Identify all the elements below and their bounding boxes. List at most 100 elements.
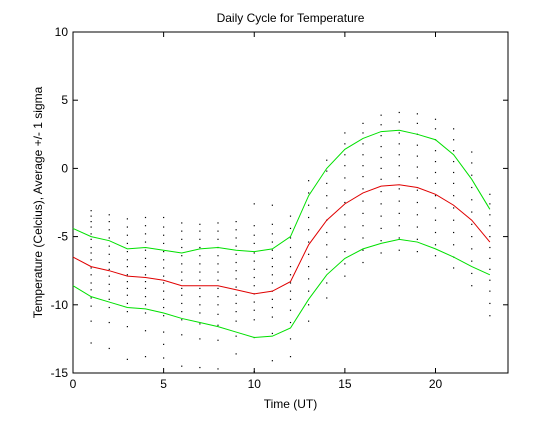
scatter-point [144,296,147,298]
ticks-layer: 0 5 10 15 20 10 5 0 -5 -10 -15 [51,25,508,391]
scatter-point [308,216,310,219]
scatter-point [289,338,292,340]
scatter-point [344,263,346,265]
scatter-point [308,278,310,280]
scatter-point [163,315,165,317]
scatter-point [271,266,273,268]
scatter-point [217,222,219,224]
x-tick-label: 5 [160,377,167,391]
scatter-point [217,324,219,326]
scatter-point [398,212,400,215]
scatter-point [380,252,382,254]
series-line-mean [72,184,491,295]
scatter-point [453,160,455,163]
scatter-point [471,272,473,275]
scatter-point [453,182,455,184]
scatter-point [253,225,255,227]
scatter-point [434,128,437,130]
scatter-layer [90,111,491,373]
scatter-point [344,238,346,240]
scatter-point [108,261,110,264]
scatter-point [344,165,346,167]
scatter-point [308,253,310,255]
scatter-point [344,251,346,253]
scatter-point [199,255,201,257]
scatter-point [181,238,183,240]
scatter-point [271,360,273,362]
scatter-point [181,230,183,232]
scatter-point [471,162,473,164]
scatter-point [271,257,273,260]
scatter-point [453,244,455,246]
scatter-point [253,203,255,205]
scatter-point [108,214,110,216]
scatter-point [326,256,328,258]
scatter-point [108,229,110,231]
scatter-point [271,298,273,300]
scatter-point [416,113,418,115]
scatter-point [126,234,128,236]
scatter-point [163,251,165,253]
scatter-point [308,241,310,243]
scatter-point [163,267,165,269]
scatter-point [489,193,491,195]
scatter-point [108,268,110,270]
scatter-point [326,182,328,184]
scatter-point [235,311,237,313]
scatter-point [380,145,382,148]
scatter-point [434,255,437,257]
scatter-point [489,236,491,238]
scatter-point [108,245,110,247]
scatter-point [126,287,128,290]
scatter-point [181,334,183,336]
scatter-point [90,233,92,235]
scatter-point [453,267,455,269]
scatter-point [199,338,201,340]
scatter-point [163,306,165,309]
scatter-point [90,320,92,322]
scatter-point [90,252,92,254]
scatter-point [489,268,491,270]
scatter-point [489,302,491,305]
scatter-point [144,304,147,306]
scatter-point [362,225,364,227]
chart-title: Daily Cycle for Temperature [217,11,365,25]
scatter-point [235,229,237,231]
scatter-point [181,263,183,265]
scatter-point [163,226,165,228]
scatter-point [126,226,128,228]
scatter-point [126,218,128,220]
scatter-point [362,154,364,156]
scatter-point [380,203,382,205]
scatter-point [181,302,183,305]
scatter-point [398,225,400,227]
scatter-point [181,279,183,281]
scatter-point [289,227,292,230]
scatter-point [253,301,255,303]
scatter-point [471,223,473,225]
y-tick-label: -10 [51,298,69,312]
y-tick-label: 0 [61,161,68,175]
scatter-point [217,368,219,370]
scatter-point [126,274,128,276]
scatter-point [217,271,219,273]
scatter-point [90,210,92,212]
scatter-point [253,260,255,262]
scatter-point [235,237,237,239]
scatter-point [380,215,382,217]
scatter-point [344,177,346,179]
scatter-point [235,320,237,322]
scatter-point [471,236,473,238]
scatter-point [416,144,418,146]
scatter-point [271,274,273,276]
scatter-point [289,274,292,276]
scatter-point [144,274,147,276]
scatter-point [326,268,328,270]
scatter-point [253,242,255,245]
series-line-lower [72,238,491,339]
scatter-point [489,290,491,292]
scatter-point [434,150,437,152]
scatter-point [326,159,328,161]
scatter-point [90,226,92,228]
